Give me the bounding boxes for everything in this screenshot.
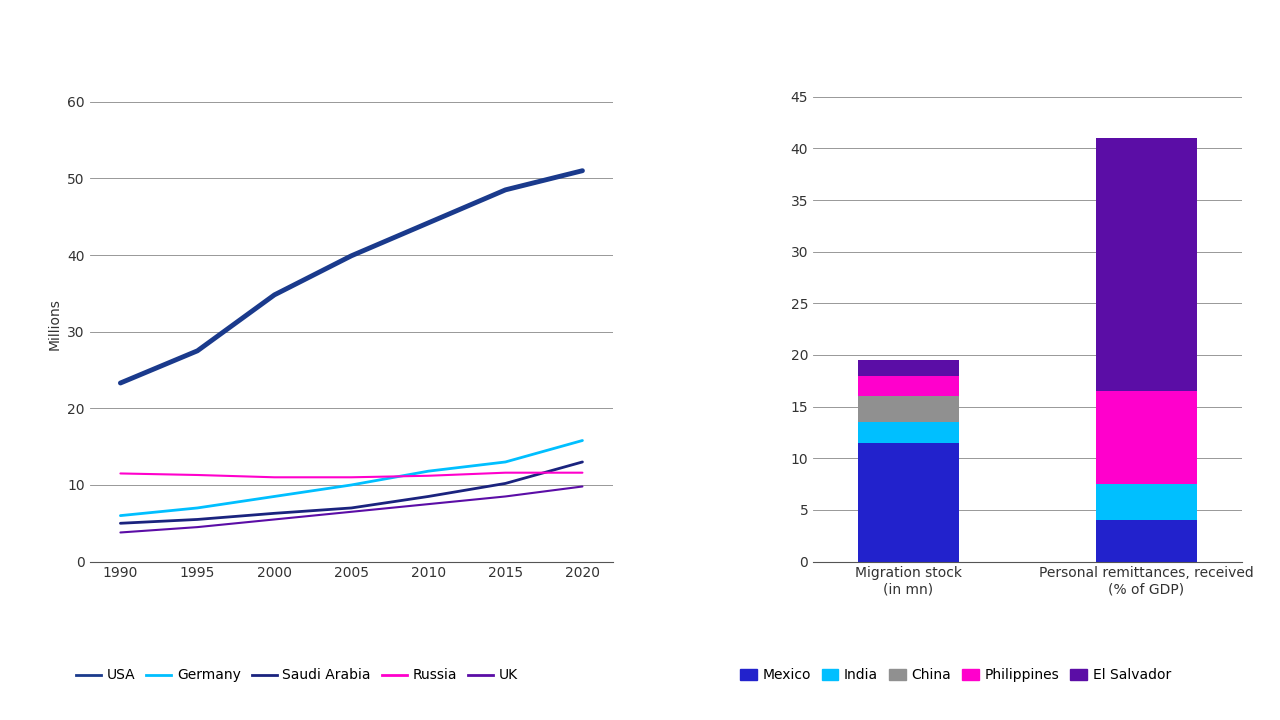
Bar: [858, 396, 959, 422]
Bar: [858, 443, 959, 562]
Bar: [1096, 391, 1197, 484]
Bar: [1096, 521, 1197, 562]
Bar: [858, 422, 959, 443]
Bar: [1096, 484, 1197, 521]
Y-axis label: Millions: Millions: [47, 298, 61, 350]
Legend: Mexico, India, China, Philippines, El Salvador: Mexico, India, China, Philippines, El Sa…: [735, 662, 1176, 688]
Bar: [858, 360, 959, 376]
Bar: [1096, 138, 1197, 391]
Legend: USA, Germany, Saudi Arabia, Russia, UK: USA, Germany, Saudi Arabia, Russia, UK: [70, 662, 524, 688]
Bar: [858, 376, 959, 396]
